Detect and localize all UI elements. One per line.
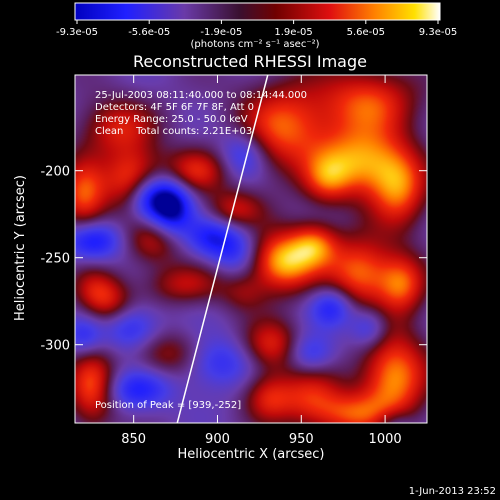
colorbar-tick-label: 5.6e-05 bbox=[347, 27, 385, 38]
annotation-time-range: 25-Jul-2003 08:11:40.000 to 08:14:44.000 bbox=[95, 90, 307, 101]
y-tick-label: -300 bbox=[40, 339, 70, 354]
chart-title: Reconstructed RHESSI Image bbox=[133, 52, 367, 71]
annotation-energy-range: Energy Range: 25.0 - 50.0 keV bbox=[95, 114, 248, 125]
x-axis-ticks: 850 900 950 1000 bbox=[121, 75, 402, 447]
x-tick-label: 900 bbox=[205, 432, 230, 447]
x-tick-label: 1000 bbox=[369, 432, 402, 447]
heatmap-plot-area bbox=[75, 75, 427, 423]
colorbar bbox=[74, 2, 441, 21]
colorbar-tick-label: -5.6e-05 bbox=[128, 27, 170, 38]
heatmap-canvas bbox=[75, 75, 427, 423]
solar-limb-line bbox=[176, 75, 269, 423]
y-tick-label: -200 bbox=[40, 165, 70, 180]
annotation-clean-counts: Clean Total counts: 2.21E+03 bbox=[95, 126, 252, 137]
colorbar-tick-label: -9.3e-05 bbox=[56, 27, 98, 38]
x-axis-label: Heliocentric X (arcsec) bbox=[178, 447, 325, 462]
colorbar-unit-label: (photons cm⁻² s⁻¹ asec⁻²) bbox=[190, 39, 319, 50]
colorbar-tick-label: -1.9e-05 bbox=[200, 27, 242, 38]
y-axis-label: Heliocentric Y (arcsec) bbox=[13, 175, 28, 321]
y-axis-ticks: -200 -250 -300 bbox=[40, 165, 427, 354]
colorbar-tick-label: 1.9e-05 bbox=[274, 27, 312, 38]
y-tick-label: -250 bbox=[40, 252, 70, 267]
peak-position-label: Position of Peak = [939,-252] bbox=[95, 400, 241, 411]
colorbar-ticks: -9.3e-05 -5.6e-05 -1.9e-05 1.9e-05 5.6e-05 9.… bbox=[56, 20, 457, 38]
annotation-detectors: Detectors: 4F 5F 6F 7F 8F, Att 0 bbox=[95, 102, 254, 113]
x-tick-label: 850 bbox=[121, 432, 146, 447]
colorbar-tick-label: 9.3e-05 bbox=[419, 27, 457, 38]
plot-frame bbox=[74, 74, 428, 424]
info-annotations: 25-Jul-2003 08:11:40.000 to 08:14:44.000… bbox=[95, 90, 307, 137]
x-tick-label: 950 bbox=[289, 432, 314, 447]
footer-timestamp: 1-Jun-2013 23:52 bbox=[409, 486, 496, 497]
